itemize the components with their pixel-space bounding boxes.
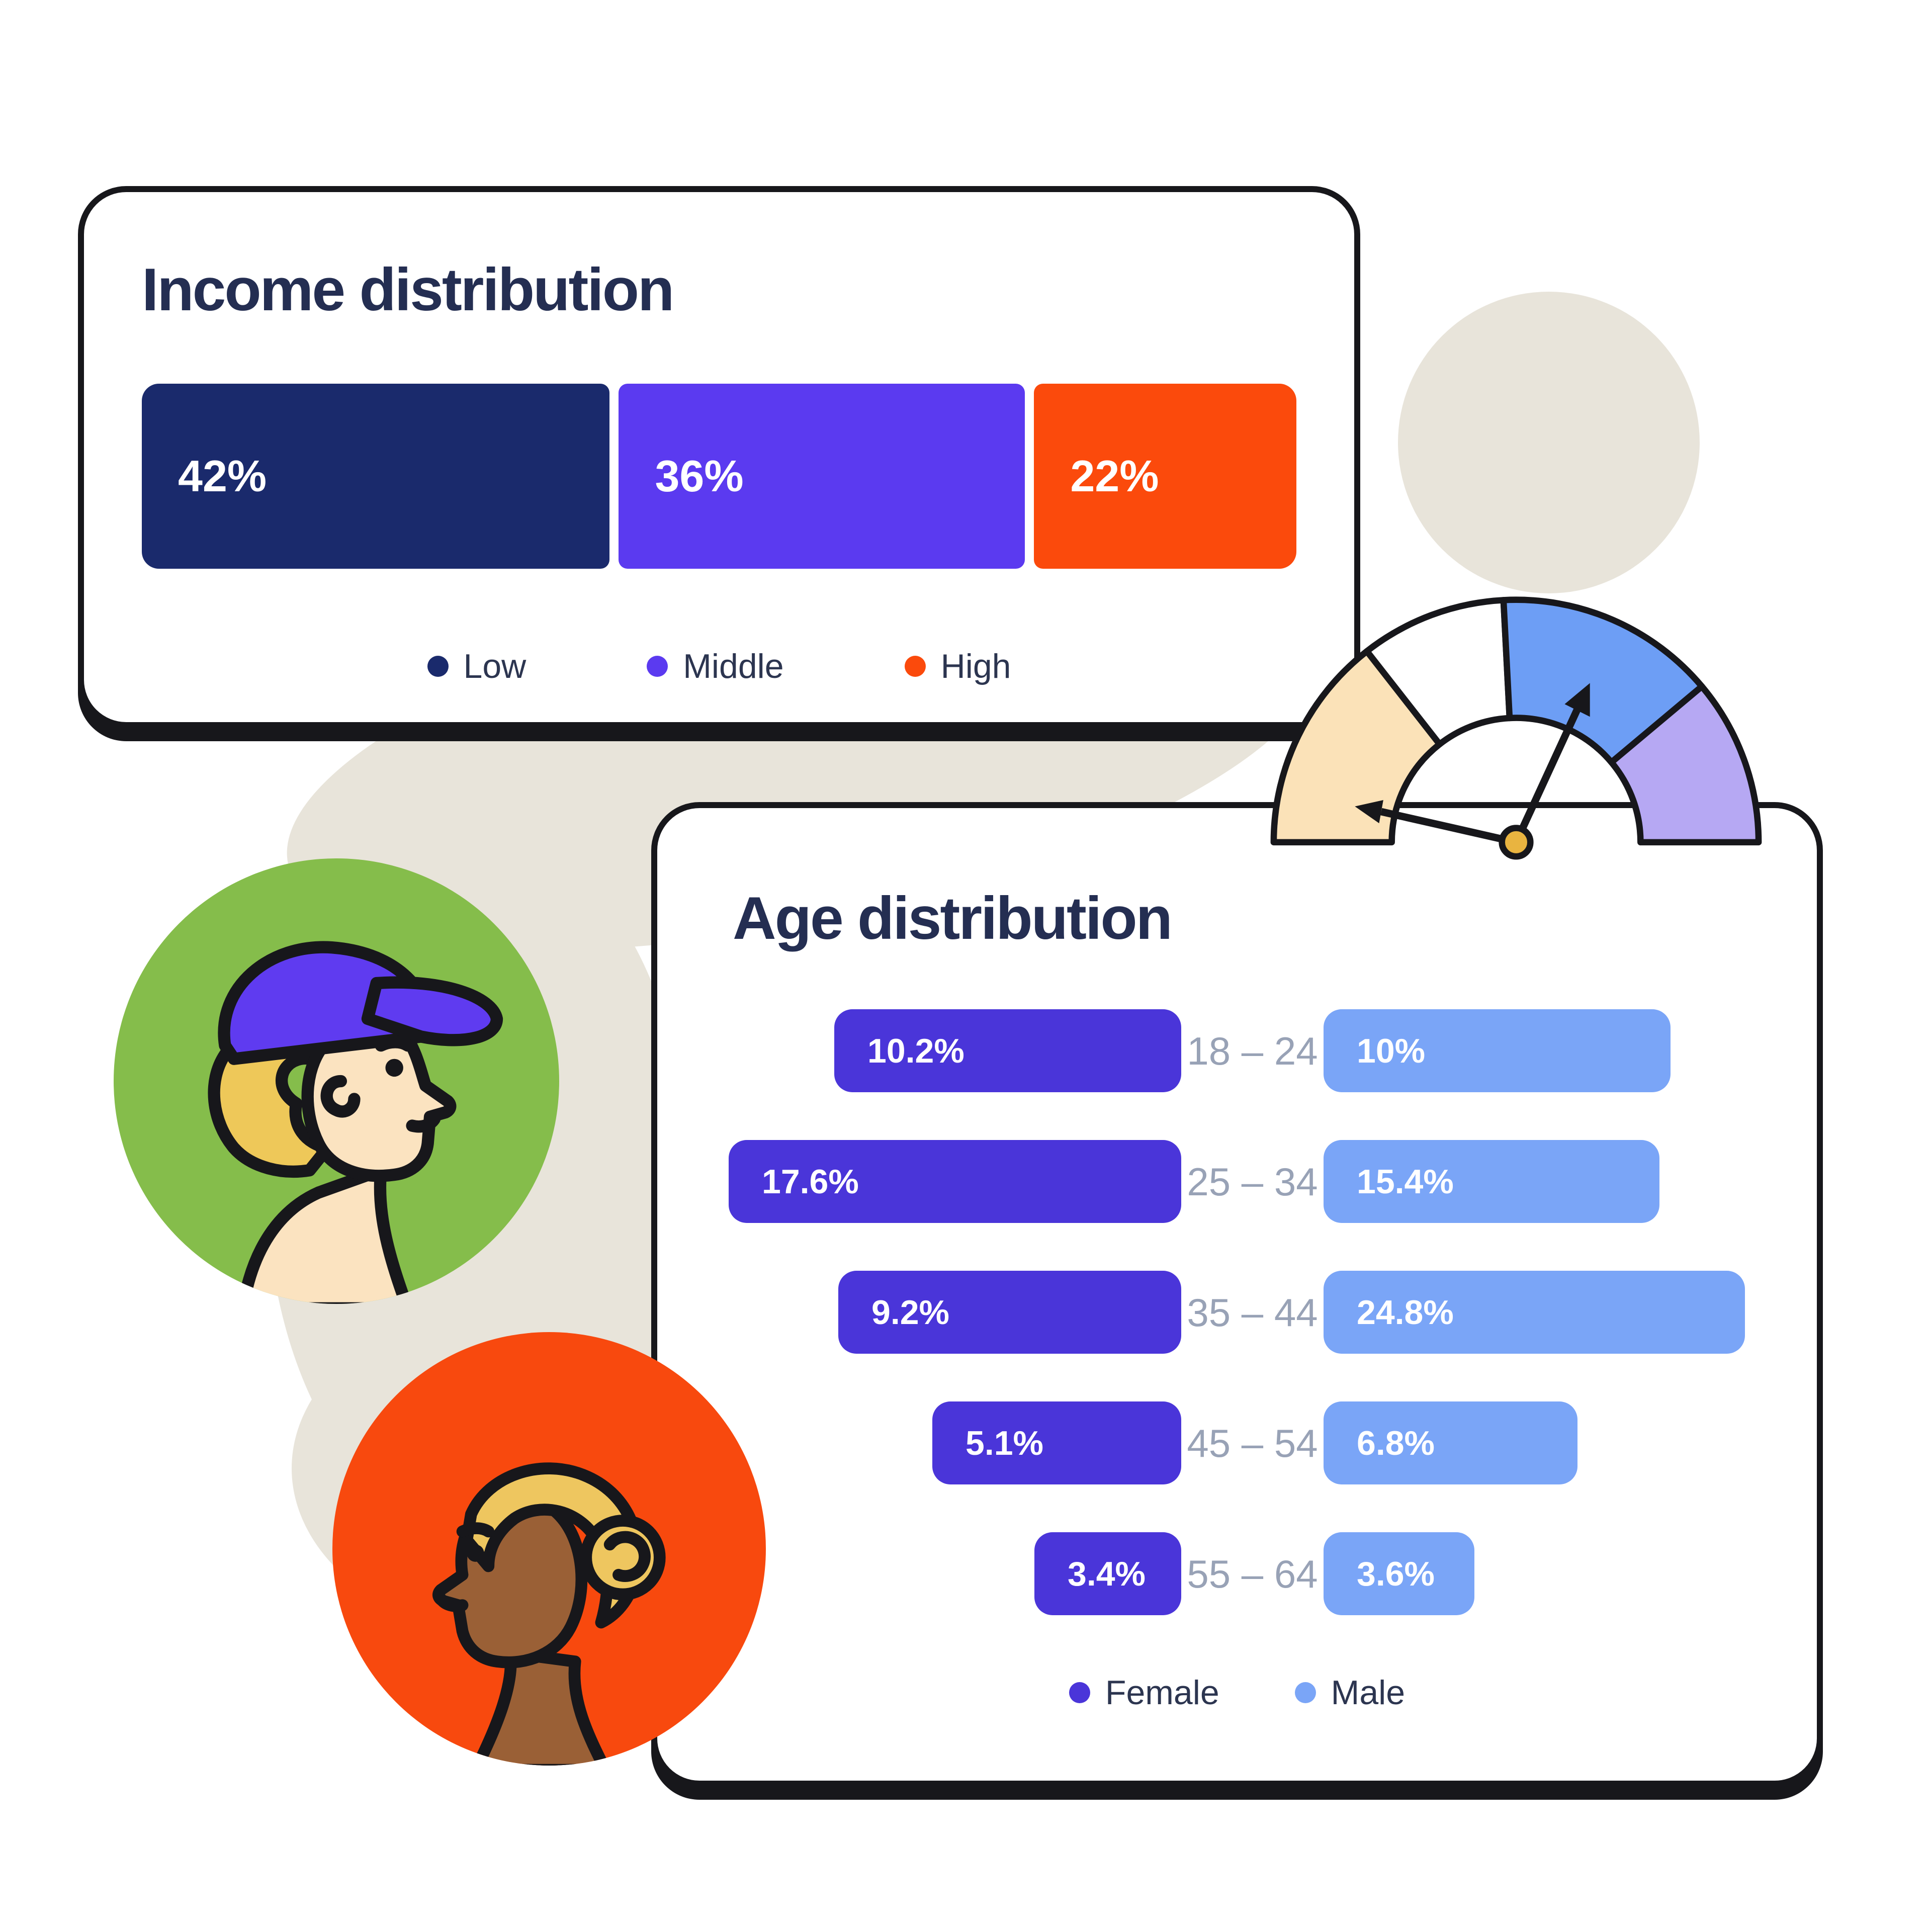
legend-item-high: High [904, 647, 1011, 685]
male-bar-cell: 24.8% [1324, 1271, 1817, 1354]
gauge-segment-2 [1363, 597, 1513, 748]
legend-dot-middle [647, 656, 668, 677]
age-row: 17.6% 25 – 34 15.4% [657, 1140, 1817, 1223]
age-pyramid-chart: 10.2% 18 – 24 10% 17.6% 25 – 34 15.4% 9.2% 35 –… [657, 1009, 1817, 1615]
age-range-cell: 18 – 24 [1181, 1009, 1324, 1092]
age-row: 10.2% 18 – 24 10% [657, 1009, 1817, 1092]
male-bar: 24.8% [1324, 1271, 1745, 1354]
avatar-green-mouth [406, 1113, 441, 1133]
avatar-orange-mouth [434, 1593, 469, 1612]
age-range-cell: 35 – 44 [1181, 1271, 1324, 1354]
legend-dot-male [1294, 1682, 1316, 1703]
age-distribution-card: Age distribution 10.2% 18 – 24 10% 17.6% 25 … [651, 802, 1823, 1787]
income-bar-segment-low: 42% [142, 384, 610, 569]
income-legend: Low Middle High [142, 649, 1296, 683]
legend-dot-low [427, 656, 449, 677]
age-row: 9.2% 35 – 44 24.8% [657, 1271, 1817, 1354]
age-legend: Female Male [657, 1676, 1817, 1710]
legend-item-low: Low [427, 649, 526, 683]
legend-item-female: Female [1069, 1676, 1219, 1710]
avatar-orange-torso [469, 1647, 611, 1766]
age-card-title: Age distribution [733, 885, 1173, 952]
female-bar-cell: 9.2% [657, 1271, 1181, 1354]
gauge-needle [1355, 683, 1590, 860]
avatar-orange-brow [456, 1522, 495, 1538]
avatar-green-cap-brim [361, 976, 503, 1046]
income-card-title: Income distribution [142, 256, 674, 323]
age-range-label: 35 – 44 [1187, 1290, 1318, 1335]
legend-item-male: Male [1294, 1674, 1406, 1712]
female-bar: 9.2% [838, 1271, 1181, 1354]
female-bar: 5.1% [932, 1401, 1181, 1484]
gauge-illustration [1270, 596, 1762, 860]
income-bar-segment-high: 22% [1034, 384, 1297, 569]
legend-label: Female [1105, 1674, 1219, 1712]
male-bar: 15.4% [1324, 1140, 1659, 1223]
age-range-label: 55 – 64 [1187, 1551, 1318, 1596]
age-range-label: 18 – 24 [1187, 1028, 1318, 1073]
avatar-green-brow [375, 1036, 414, 1052]
female-bar: 3.4% [1034, 1532, 1181, 1615]
gauge-segment-3 [1500, 596, 1705, 766]
income-bar-segment-middle: 36% [619, 384, 1025, 569]
age-range-cell: 25 – 34 [1181, 1140, 1324, 1223]
male-bar-cell: 10% [1324, 1009, 1817, 1092]
female-bar-cell: 10.2% [657, 1009, 1181, 1092]
age-range-cell: 55 – 64 [1181, 1532, 1324, 1615]
legend-item-middle: Middle [647, 647, 784, 685]
legend-dot-female [1069, 1682, 1090, 1703]
female-bar-cell: 5.1% [657, 1401, 1181, 1484]
gauge-pivot [1499, 825, 1534, 860]
income-distribution-card: Income distribution 42% 36% 22% Low Middle H… [78, 186, 1360, 728]
male-bar-cell: 6.8% [1324, 1401, 1817, 1484]
age-row: 3.4% 55 – 64 3.6% [657, 1532, 1817, 1615]
female-bar-cell: 3.4% [657, 1532, 1181, 1615]
male-bar-cell: 3.6% [1324, 1532, 1817, 1615]
female-bar: 17.6% [729, 1140, 1181, 1223]
avatar-green-ear [320, 1075, 361, 1118]
gauge-segment-4 [1608, 683, 1762, 846]
gauge-segment-1 [1270, 648, 1443, 846]
avatar-green-torso [236, 1164, 414, 1304]
legend-label: Low [463, 647, 526, 685]
legend-dot-high [904, 656, 926, 677]
avatar-person-with-bun [332, 1332, 766, 1766]
age-row: 5.1% 45 – 54 6.8% [657, 1401, 1817, 1484]
legend-label: Male [1331, 1674, 1406, 1712]
female-bar: 10.2% [834, 1009, 1181, 1092]
male-bar: 10% [1324, 1009, 1671, 1092]
male-bar: 3.6% [1324, 1532, 1474, 1615]
income-stacked-bar: 42% 36% 22% [142, 384, 1297, 569]
avatar-orange-eye [467, 1544, 484, 1562]
age-range-label: 45 – 54 [1187, 1421, 1318, 1465]
avatar-person-with-cap [114, 858, 559, 1304]
female-bar-cell: 17.6% [657, 1140, 1181, 1223]
male-bar: 6.8% [1324, 1401, 1577, 1484]
age-range-cell: 45 – 54 [1181, 1401, 1324, 1484]
avatar-orange-bun-swirl [603, 1531, 651, 1582]
legend-label: High [940, 647, 1011, 685]
age-range-label: 25 – 34 [1187, 1159, 1318, 1204]
legend-label: Middle [683, 647, 784, 685]
avatar-orange-hair [461, 1462, 644, 1629]
avatar-green-eye [385, 1059, 403, 1077]
male-bar-cell: 15.4% [1324, 1140, 1817, 1223]
